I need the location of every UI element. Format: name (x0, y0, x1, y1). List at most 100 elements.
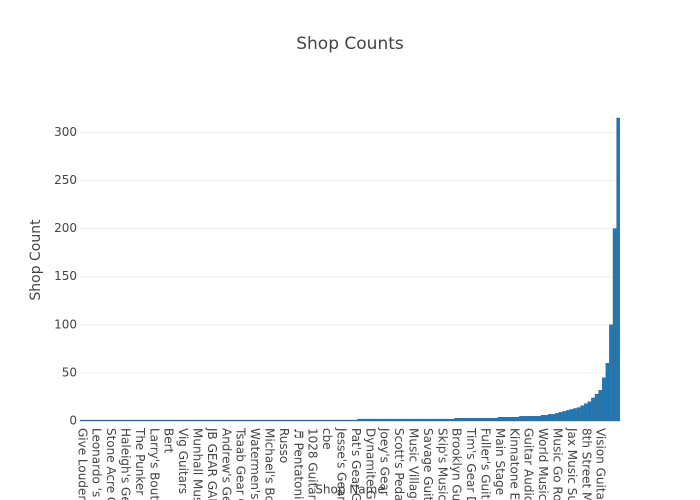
bar (605, 363, 610, 422)
chart-title: Shop Counts (296, 34, 404, 54)
bar (87, 419, 91, 422)
bar (101, 419, 106, 422)
bar (98, 419, 102, 422)
bar (159, 419, 163, 422)
x-tick-label: Munhall Mus (191, 428, 205, 500)
bar (353, 419, 358, 422)
bar (378, 418, 383, 422)
bar (126, 419, 131, 422)
bar (609, 324, 613, 422)
bar (468, 417, 473, 422)
x-tick-label: Music Go Ro (551, 428, 565, 500)
bar (360, 418, 365, 422)
bar (519, 416, 523, 422)
y-tick-label: 50 (62, 365, 77, 379)
bar (497, 417, 502, 422)
x-tick-label: Kinnatone Eff (507, 428, 521, 500)
bar (573, 408, 577, 422)
bar (170, 419, 174, 422)
x-tick-label: Brooklyn Gui (450, 428, 464, 500)
y-tick-label: 0 (69, 414, 77, 428)
x-tick-label: Skip's Music (435, 428, 449, 500)
bar (465, 417, 469, 422)
bar (454, 417, 458, 422)
bar (206, 419, 210, 422)
y-tick-label: 100 (54, 317, 77, 331)
x-tick-label: Give Louder (75, 428, 89, 500)
bar (558, 412, 563, 422)
bar (220, 419, 224, 422)
bar (188, 419, 192, 422)
bar (562, 411, 566, 422)
bar (324, 419, 329, 422)
bar (306, 419, 311, 422)
bar (267, 419, 271, 422)
x-tick-label: Dynamite G (363, 428, 377, 500)
y-tick-label: 300 (54, 125, 77, 139)
bar (252, 419, 257, 422)
bar (350, 419, 354, 422)
bar (501, 417, 505, 422)
y-tick-label: 150 (54, 269, 77, 283)
bar (292, 419, 296, 422)
bar (198, 419, 203, 422)
bar (227, 419, 232, 422)
x-tick-label: ♬ Pentatonic (291, 428, 305, 500)
bar (119, 419, 124, 422)
bar (321, 419, 325, 422)
bar (512, 417, 516, 422)
bar (483, 417, 487, 422)
bar (249, 419, 253, 422)
bar (166, 419, 170, 422)
bar (335, 419, 340, 422)
x-tick-label: Russo (277, 428, 291, 463)
x-tick-label: Tim's Gear D (464, 427, 478, 500)
x-tick-label: Bert (162, 428, 176, 454)
bar (303, 419, 307, 422)
bar (202, 419, 206, 422)
bar (594, 393, 599, 422)
bar (407, 418, 412, 422)
bar (332, 419, 336, 422)
x-tick-label: Haleigh's Gea (119, 428, 133, 500)
x-tick-label: cbe (320, 428, 334, 450)
bar (418, 418, 422, 422)
bar (346, 419, 350, 422)
x-tick-label: Andrew's Ge (219, 428, 233, 500)
bar (80, 419, 84, 422)
bar (209, 419, 214, 422)
bar (242, 419, 246, 422)
bar (123, 419, 127, 422)
bar (260, 419, 264, 422)
x-tick-label: Tsaab Gear C (234, 427, 248, 500)
bar (130, 419, 134, 422)
bar (148, 419, 152, 422)
bar (83, 419, 88, 422)
bar (317, 419, 322, 422)
bar (238, 419, 242, 422)
bar (177, 419, 181, 422)
bar (310, 419, 314, 422)
bar (440, 418, 444, 422)
bar (569, 409, 574, 422)
y-tick-label: 200 (54, 221, 77, 235)
bar (458, 417, 462, 422)
bar (537, 416, 541, 422)
bar (184, 419, 188, 422)
x-tick-label: Watermen's (248, 428, 262, 500)
x-axis-title: Shop Name (315, 483, 384, 497)
bar (296, 419, 300, 422)
bar (281, 419, 286, 422)
bar (479, 417, 484, 422)
x-tick-label: World Music (536, 428, 550, 500)
bar (213, 419, 217, 422)
x-tick-label: Vig Guitars (176, 428, 190, 494)
bar (224, 419, 228, 422)
bar (411, 418, 415, 422)
bar (551, 414, 556, 422)
bar (389, 418, 394, 422)
bar (450, 418, 455, 422)
x-tick-label: Pat's Gear G (349, 428, 363, 500)
bar (432, 418, 437, 422)
bar (555, 413, 559, 422)
